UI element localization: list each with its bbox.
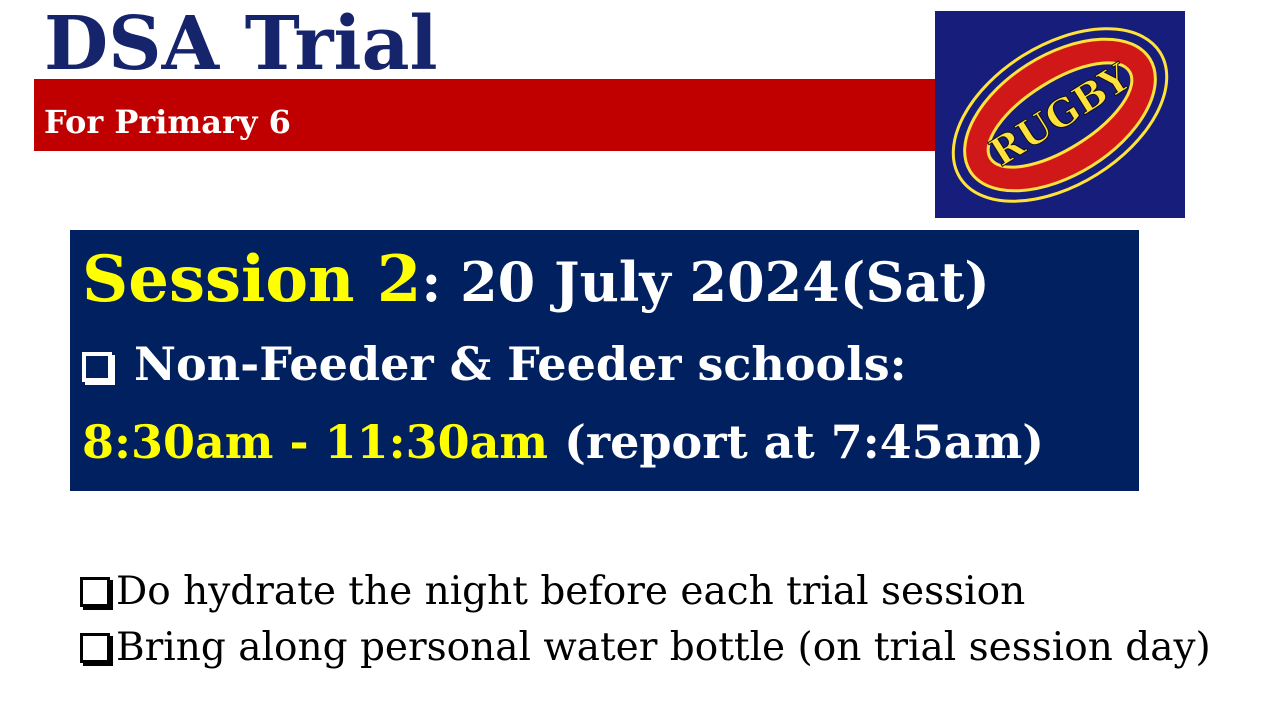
schools-text: Non-Feeder & Feeder schools:	[134, 337, 907, 391]
session-time: 8:30am - 11:30am	[82, 415, 549, 469]
list-item: Bring along personal water bottle (on tr…	[80, 620, 1211, 676]
schools-line: Non-Feeder & Feeder schools:	[82, 332, 907, 396]
subtitle-band: For Primary 6	[34, 79, 935, 151]
checkbox-icon	[80, 577, 110, 607]
tip-text: Bring along personal water bottle (on tr…	[116, 625, 1211, 670]
rugby-logo: RUGBY	[935, 11, 1185, 218]
session-panel: Session 2: 20 July 2024(Sat) Non-Feeder …	[70, 230, 1139, 491]
page-title: DSA Trial	[44, 1, 438, 87]
report-time: (report at 7:45am)	[548, 415, 1045, 469]
rugby-ball-icon: RUGBY	[951, 27, 1169, 203]
time-line: 8:30am - 11:30am (report at 7:45am)	[82, 410, 1044, 474]
tip-text: Do hydrate the night before each trial s…	[116, 569, 1026, 614]
checkbox-icon	[80, 633, 110, 663]
list-item: Do hydrate the night before each trial s…	[80, 564, 1211, 620]
checkbox-icon	[82, 352, 112, 382]
session-date: : 20 July 2024(Sat)	[421, 250, 990, 314]
tips-list: Do hydrate the night before each trial s…	[80, 564, 1211, 676]
session-date-line: Session 2: 20 July 2024(Sat)	[82, 240, 990, 322]
session-label: Session 2	[82, 242, 422, 317]
subtitle: For Primary 6	[44, 103, 291, 141]
